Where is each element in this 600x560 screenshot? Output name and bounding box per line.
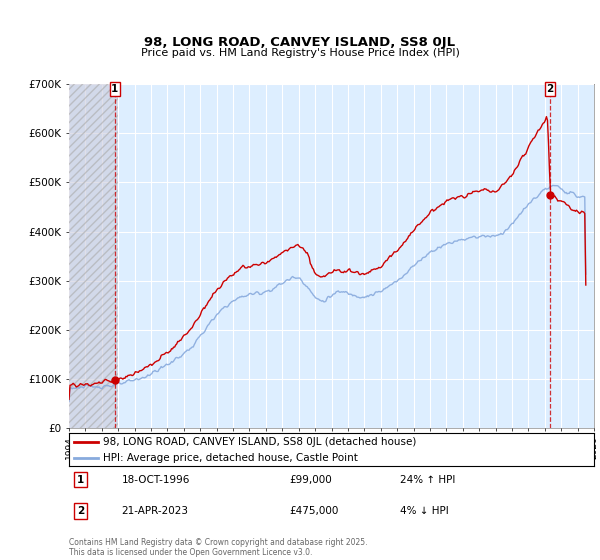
Text: 2: 2	[77, 506, 84, 516]
Text: Price paid vs. HM Land Registry's House Price Index (HPI): Price paid vs. HM Land Registry's House …	[140, 48, 460, 58]
Text: 24% ↑ HPI: 24% ↑ HPI	[400, 475, 455, 484]
Bar	[69, 84, 118, 428]
Text: 4% ↓ HPI: 4% ↓ HPI	[400, 506, 449, 516]
Text: £99,000: £99,000	[290, 475, 332, 484]
Text: HPI: Average price, detached house, Castle Point: HPI: Average price, detached house, Cast…	[103, 453, 358, 463]
Text: 98, LONG ROAD, CANVEY ISLAND, SS8 0JL (detached house): 98, LONG ROAD, CANVEY ISLAND, SS8 0JL (d…	[103, 437, 416, 446]
Text: 98, LONG ROAD, CANVEY ISLAND, SS8 0JL: 98, LONG ROAD, CANVEY ISLAND, SS8 0JL	[145, 36, 455, 49]
Text: 21-APR-2023: 21-APR-2023	[121, 506, 188, 516]
Text: Contains HM Land Registry data © Crown copyright and database right 2025.
This d: Contains HM Land Registry data © Crown c…	[69, 538, 367, 557]
Text: 2: 2	[546, 84, 553, 94]
Text: 18-OCT-1996: 18-OCT-1996	[121, 475, 190, 484]
Text: 1: 1	[77, 475, 84, 484]
Text: £475,000: £475,000	[290, 506, 339, 516]
Text: 1: 1	[112, 84, 119, 94]
